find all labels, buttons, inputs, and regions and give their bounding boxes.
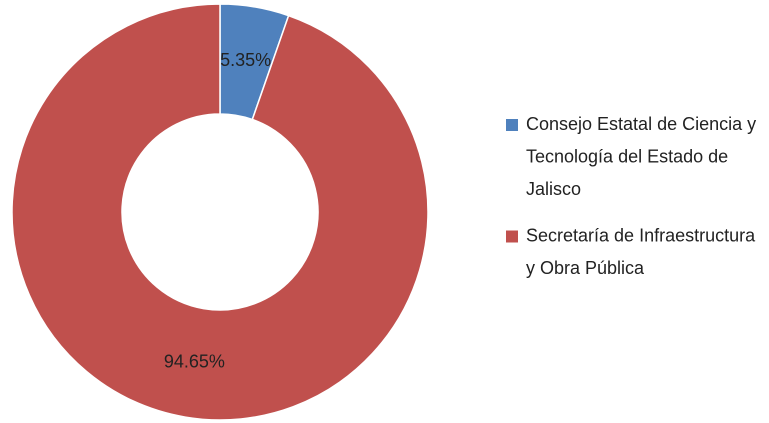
legend-label: Consejo Estatal de Ciencia y Tecnología d… bbox=[526, 114, 756, 199]
legend-swatch bbox=[506, 119, 518, 131]
legend-line: y Obra Pública bbox=[526, 258, 645, 278]
legend-label: Secretaría de Infraestructura y Obra Públ… bbox=[526, 225, 756, 278]
data-label: 5.35% bbox=[220, 50, 271, 70]
donut-slice bbox=[11, 3, 429, 421]
legend-line: Secretaría de Infraestructura bbox=[526, 225, 756, 245]
legend-line: Jalisco bbox=[526, 179, 581, 199]
legend-line: Consejo Estatal de Ciencia y bbox=[526, 114, 756, 134]
data-label: 94.65% bbox=[164, 352, 225, 372]
legend-line: Tecnología del Estado de bbox=[526, 146, 728, 166]
legend-swatch bbox=[506, 230, 518, 243]
